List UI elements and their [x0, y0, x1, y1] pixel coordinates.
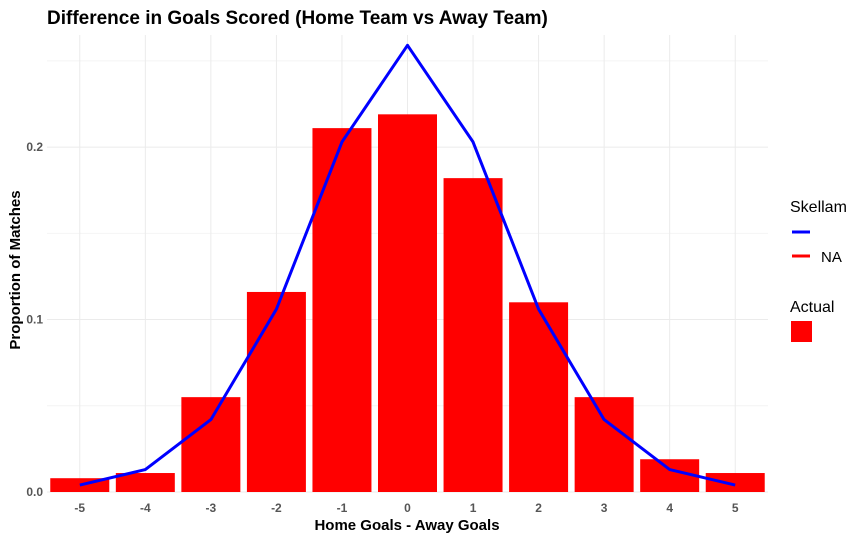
- x-axis: -5 -4 -3 -2 -1 0 1 2 3 4 5: [74, 501, 738, 515]
- bar-1: [443, 178, 503, 492]
- x-tick-label-5: 5: [732, 501, 739, 515]
- x-tick-label--4: -4: [140, 501, 151, 515]
- legend-key-actual: [791, 321, 812, 342]
- y-axis-title: Proportion of Matches: [7, 190, 24, 349]
- x-tick-label--3: -3: [206, 501, 217, 515]
- bar--3: [181, 397, 241, 492]
- bar-series-actual: [50, 114, 765, 493]
- skellam-line: [79, 43, 736, 487]
- legend-title-skellam: Skellam: [790, 199, 847, 216]
- x-tick-label-1: 1: [470, 501, 477, 515]
- y-tick-label-1: 0.1: [26, 313, 43, 327]
- y-tick-label-0: 0.0: [26, 485, 43, 499]
- line-series-skellam: [79, 43, 736, 487]
- bar-5: [705, 473, 765, 492]
- legend: Skellam NA Actual: [790, 199, 847, 342]
- x-tick-label--5: -5: [74, 501, 85, 515]
- x-tick-label-4: 4: [666, 501, 673, 515]
- bar-2: [509, 302, 569, 492]
- chart-title: Difference in Goals Scored (Home Team vs…: [47, 8, 548, 29]
- x-tick-label-0: 0: [404, 501, 411, 515]
- bar--2: [246, 291, 306, 492]
- bar-0: [378, 114, 437, 492]
- y-axis: 0.0 0.1 0.2: [26, 140, 43, 499]
- bar--1: [312, 128, 372, 493]
- x-tick-label--1: -1: [337, 501, 348, 515]
- legend-title-actual: Actual: [790, 299, 834, 316]
- x-axis-title: Home Goals - Away Goals: [314, 517, 499, 534]
- x-tick-label--2: -2: [271, 501, 282, 515]
- bar-3: [574, 397, 634, 492]
- y-tick-label-2: 0.2: [26, 140, 43, 154]
- x-tick-label-3: 3: [601, 501, 608, 515]
- bar--4: [115, 473, 175, 492]
- x-tick-label-2: 2: [535, 501, 542, 515]
- legend-label-na: NA: [821, 249, 842, 266]
